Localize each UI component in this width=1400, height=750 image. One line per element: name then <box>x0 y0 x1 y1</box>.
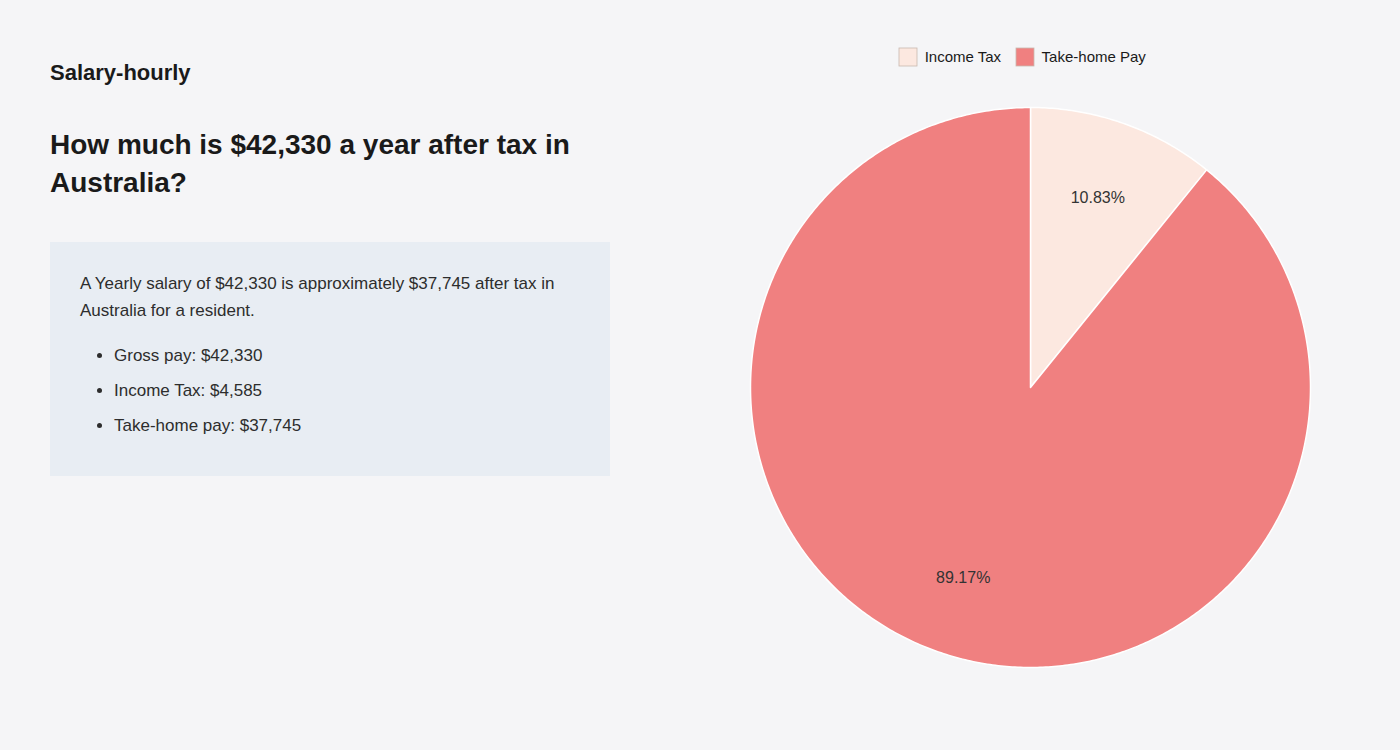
svg-text:89.17%: 89.17% <box>936 568 990 585</box>
html-text:A Yearly salary of $42,330 is: A Yearly salary of $42,330 is approximat… <box>80 273 555 320</box>
html-text:Take-home pay: $37,745: Take-home pay: $37,745 <box>114 416 302 436</box>
svg-text:10.83%: 10.83% <box>1071 188 1125 205</box>
html-text:Income Tax: $4,585: Income Tax: $4,585 <box>114 381 263 401</box>
html-text:How much is $42,330 a year aft: How much is $42,330 a year after tax in … <box>50 129 570 198</box>
html-text:Take-home Pay: Take-home Pay <box>1041 48 1146 65</box>
html-text:Salary-hourly: Salary-hourly <box>50 60 191 85</box>
html-text:Income Tax: Income Tax <box>924 48 1002 65</box>
html-text:Gross pay: $42,330: Gross pay: $42,330 <box>114 346 263 365</box>
